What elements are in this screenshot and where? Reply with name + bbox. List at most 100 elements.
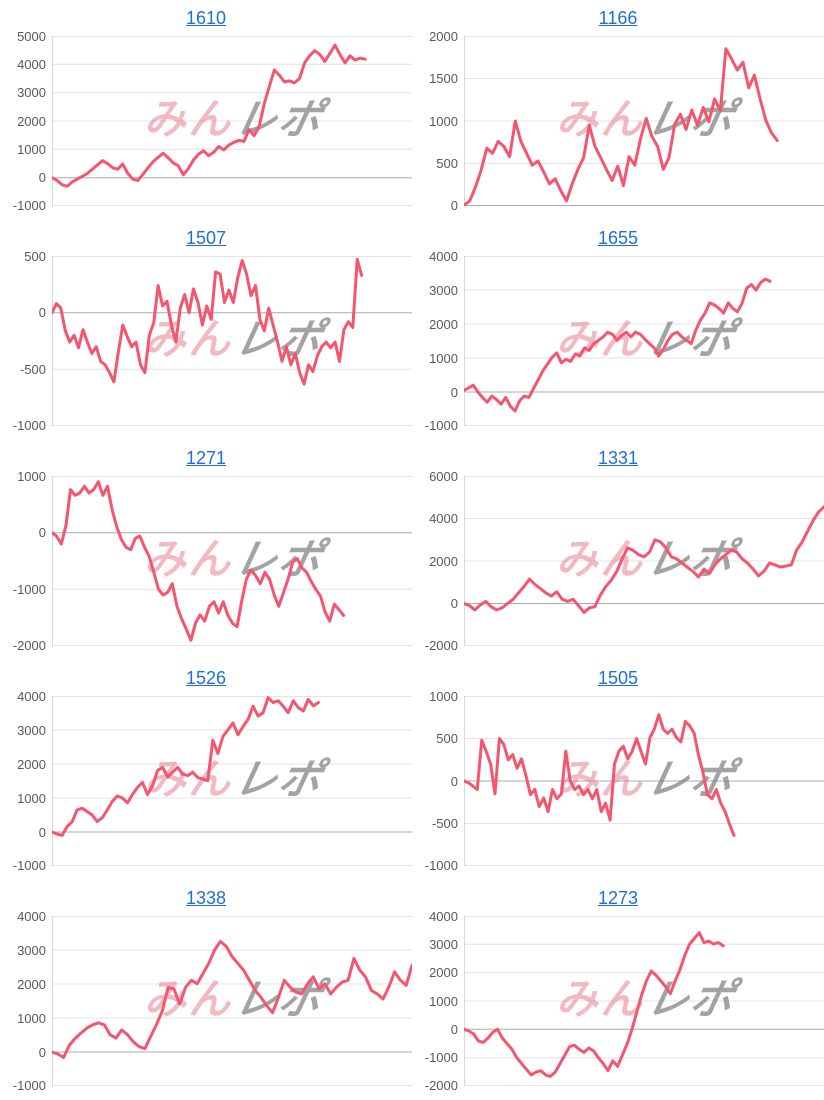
y-tick-label: 1000 — [429, 689, 458, 704]
chart-title: 1505 — [412, 666, 824, 696]
y-axis-labels: 1000 0 -1000 -2000 — [0, 469, 52, 653]
y-axis-labels: 6000 4000 2000 0 -2000 — [412, 469, 464, 653]
gridlines-layer — [52, 256, 412, 426]
y-axis-labels: 4000 3000 2000 1000 0 -1000 — [0, 909, 52, 1093]
chart-row: 4000 3000 2000 1000 0 -1000 みんレポ — [412, 249, 824, 433]
data-series-line — [52, 940, 412, 1059]
chart-panel-1507: 1507 500 0 -500 -1000 みんレポ — [0, 220, 412, 440]
chart-panel-1166: 1166 2000 1500 1000 500 0 みんレポ — [412, 0, 824, 220]
gridlines-layer — [464, 476, 824, 646]
data-series-line — [464, 931, 725, 1078]
plot-area: みんレポ — [464, 476, 824, 646]
line-chart-layer — [52, 696, 320, 837]
data-series-line — [52, 696, 320, 837]
y-tick-label: 2000 — [429, 316, 458, 332]
plot-area: みんレポ — [464, 36, 824, 206]
gridlines-layer — [52, 696, 412, 866]
y-tick-label: 4000 — [17, 56, 46, 72]
line-chart-layer — [464, 47, 779, 206]
data-series-line — [52, 257, 364, 386]
data-series-line — [52, 480, 346, 642]
y-tick-label: 0 — [450, 1021, 458, 1037]
chart-panel-1338: 1338 4000 3000 2000 1000 0 -1000 みんレポ — [0, 880, 412, 1100]
y-tick-label: 3000 — [429, 936, 458, 952]
chart-title: 1271 — [0, 446, 412, 476]
y-tick-label: 3000 — [17, 85, 46, 101]
machine-link[interactable]: 1338 — [185, 888, 227, 908]
y-tick-label: 2000 — [429, 29, 458, 44]
y-axis-labels: 4000 3000 2000 1000 0 -1000 -2000 — [412, 909, 464, 1093]
gridlines-layer — [52, 916, 412, 1086]
data-series-line — [52, 43, 367, 188]
plot-area: みんレポ — [52, 476, 412, 646]
machine-link[interactable]: 1610 — [185, 8, 227, 28]
y-axis-labels: 1000 500 0 -500 -1000 — [412, 689, 464, 873]
gridlines-layer — [52, 476, 412, 646]
y-tick-label: -1000 — [424, 418, 458, 433]
line-chart-layer — [52, 480, 346, 642]
y-tick-label: -1000 — [12, 858, 46, 873]
y-tick-label: 2000 — [429, 553, 458, 569]
plot-area: みんレポ — [464, 916, 824, 1086]
y-tick-label: 500 — [24, 249, 46, 264]
chart-row: 1000 0 -1000 -2000 みんレポ — [0, 469, 412, 653]
y-tick-label: -1000 — [424, 858, 458, 873]
machine-link[interactable]: 1526 — [185, 668, 227, 688]
y-tick-label: 0 — [38, 1044, 46, 1060]
y-tick-label: 0 — [450, 596, 458, 611]
machine-link[interactable]: 1331 — [597, 448, 639, 468]
y-tick-label: 2000 — [429, 965, 458, 981]
chart-title: 1507 — [0, 226, 412, 256]
plot-area: みんレポ — [464, 256, 824, 426]
machine-link[interactable]: 1505 — [597, 668, 639, 688]
chart-row: 1000 500 0 -500 -1000 みんレポ — [412, 689, 824, 873]
machine-link[interactable]: 1655 — [597, 228, 639, 248]
machine-link[interactable]: 1507 — [185, 228, 227, 248]
y-tick-label: 2000 — [17, 756, 46, 772]
chart-row: 6000 4000 2000 0 -2000 みんレポ — [412, 469, 824, 653]
data-series-line — [464, 47, 779, 206]
y-tick-label: 0 — [450, 773, 458, 789]
data-series-line — [464, 713, 736, 837]
y-tick-label: 0 — [450, 198, 458, 213]
machine-link[interactable]: 1166 — [598, 8, 638, 28]
y-tick-label: 0 — [450, 384, 458, 400]
y-tick-label: 0 — [38, 824, 46, 840]
gridlines-layer — [52, 36, 412, 206]
y-tick-label: -1000 — [12, 198, 46, 213]
line-chart-layer — [52, 940, 412, 1059]
y-tick-label: 500 — [436, 731, 458, 746]
y-tick-label: 1500 — [429, 71, 458, 86]
chart-row: 500 0 -500 -1000 みんレポ — [0, 249, 412, 433]
y-tick-label: 4000 — [429, 511, 458, 526]
gridlines-layer — [464, 36, 824, 206]
chart-panel-1610: 1610 5000 4000 3000 2000 1000 0 -1000 みんレポ — [0, 0, 412, 220]
y-tick-label: 4000 — [429, 909, 458, 924]
y-axis-labels: 2000 1500 1000 500 0 — [412, 29, 464, 213]
y-tick-label: -2000 — [424, 1078, 458, 1093]
y-axis-labels: 500 0 -500 -1000 — [0, 249, 52, 433]
chart-title: 1610 — [0, 6, 412, 36]
y-axis-labels: 4000 3000 2000 1000 0 -1000 — [412, 249, 464, 433]
y-tick-label: 1000 — [429, 350, 458, 366]
machine-link[interactable]: 1271 — [185, 448, 227, 468]
y-tick-label: 1000 — [17, 1010, 46, 1026]
chart-row: 4000 3000 2000 1000 0 -1000 みんレポ — [0, 689, 412, 873]
y-tick-label: 3000 — [17, 722, 46, 738]
line-chart-layer — [464, 277, 772, 413]
plot-area: みんレポ — [52, 916, 412, 1086]
gridlines-layer — [464, 256, 824, 426]
chart-title: 1338 — [0, 886, 412, 916]
chart-title: 1526 — [0, 666, 412, 696]
chart-row: 4000 3000 2000 1000 0 -1000 -2000 みんレポ — [412, 909, 824, 1093]
y-tick-label: 1000 — [17, 790, 46, 806]
y-tick-label: -2000 — [424, 638, 458, 653]
machine-link[interactable]: 1273 — [597, 888, 639, 908]
y-tick-label: 1000 — [17, 141, 46, 157]
chart-title: 1273 — [412, 886, 824, 916]
y-tick-label: 1000 — [429, 993, 458, 1009]
y-tick-label: 3000 — [17, 942, 46, 958]
y-tick-label: -2000 — [12, 638, 46, 653]
gridlines-layer — [464, 916, 824, 1086]
chart-title: 1166 — [412, 6, 824, 36]
